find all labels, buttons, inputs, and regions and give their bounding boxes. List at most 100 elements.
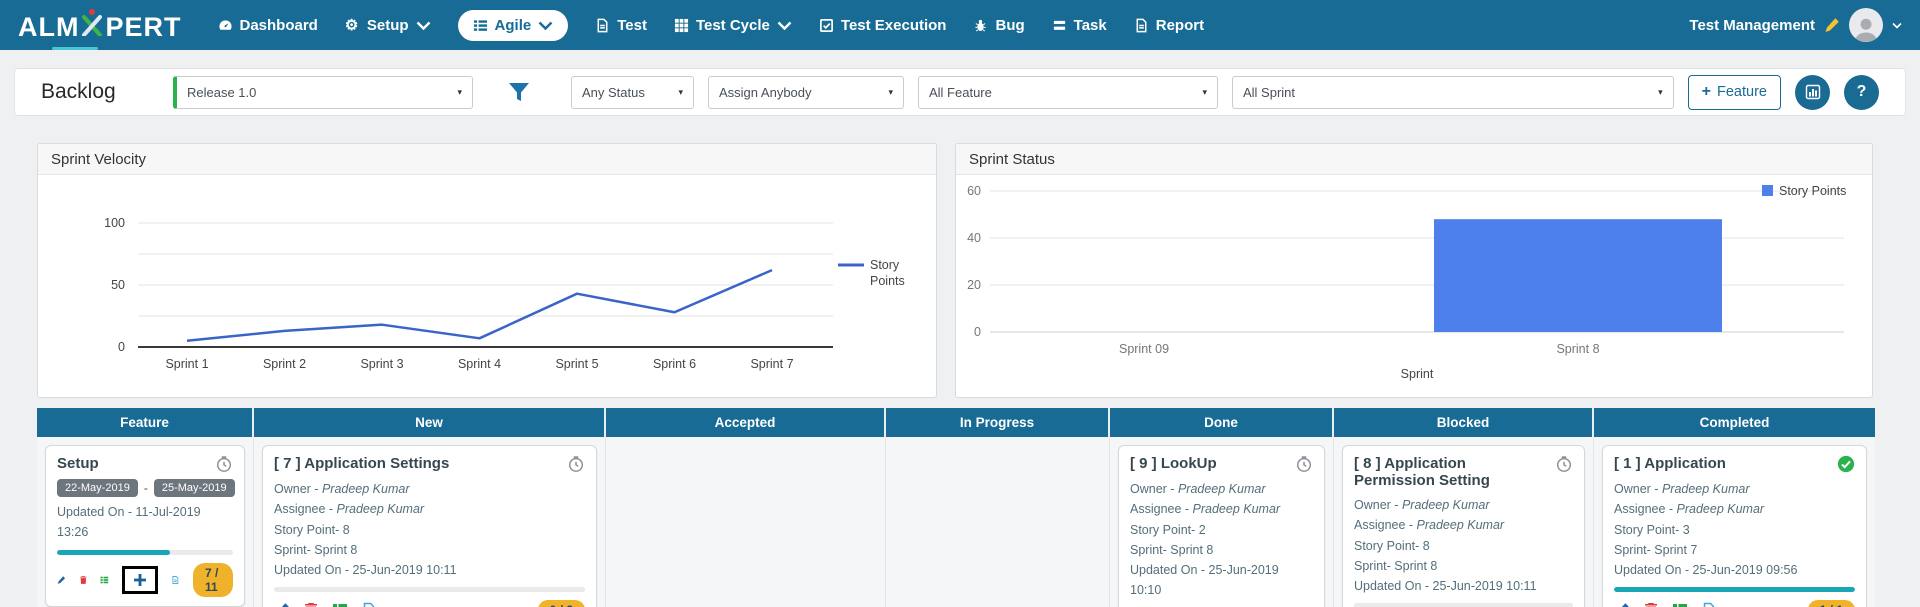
sprint-select-value: All Sprint xyxy=(1243,84,1296,100)
assignee-select-value: Assign Anybody xyxy=(719,84,812,100)
column-new: [ 7 ] Application Settings Owner - Prade… xyxy=(254,437,606,607)
report-icon xyxy=(1136,18,1147,32)
delete-icon[interactable] xyxy=(303,602,319,607)
story-card-application-settings[interactable]: [ 7 ] Application Settings Owner - Prade… xyxy=(262,445,597,607)
clock-icon xyxy=(568,456,584,472)
column-header-in-progress[interactable]: In Progress xyxy=(886,408,1110,437)
updated-on: Updated On - 25-Jun-2019 10:11 xyxy=(274,563,457,577)
status-select[interactable]: Any Status ▾ xyxy=(571,75,694,109)
sprint-status-title: Sprint Status xyxy=(956,144,1872,175)
delete-icon[interactable] xyxy=(79,572,88,588)
check-square-icon xyxy=(819,18,833,32)
kanban-board: Setup 22-May-2019 - 25-May-2019 Updated … xyxy=(37,437,1875,607)
chevron-down-icon[interactable] xyxy=(1892,22,1902,29)
nav-label: Test Execution xyxy=(840,16,947,34)
avatar[interactable] xyxy=(1849,8,1883,42)
document-icon[interactable] xyxy=(171,572,180,588)
feature-card-setup[interactable]: Setup 22-May-2019 - 25-May-2019 Updated … xyxy=(45,445,245,607)
story-point-line: Story Point- 8 xyxy=(1354,538,1430,553)
nav-setup[interactable]: ⚙ Setup xyxy=(345,17,431,34)
column-header-done[interactable]: Done xyxy=(1110,408,1334,437)
svg-text:Story: Story xyxy=(870,258,900,272)
add-feature-label: Feature xyxy=(1717,84,1767,100)
select-caret-icon: ▾ xyxy=(1202,86,1207,97)
column-in-progress xyxy=(886,437,1110,607)
svg-text:40: 40 xyxy=(967,231,981,245)
story-card-title: [ 7 ] Application Settings xyxy=(274,455,450,472)
page-title: Backlog xyxy=(41,80,116,103)
add-feature-button[interactable]: + Feature xyxy=(1687,74,1781,110)
nav-test-cycle[interactable]: Test Cycle xyxy=(674,17,792,34)
nav-dashboard[interactable]: Dashboard xyxy=(218,17,318,34)
edit-icon[interactable] xyxy=(1614,602,1630,607)
column-header-completed[interactable]: Completed xyxy=(1594,408,1875,437)
stories-list-icon[interactable] xyxy=(100,572,109,588)
document-icon[interactable] xyxy=(1701,602,1717,607)
nav-task[interactable]: Task xyxy=(1052,17,1107,34)
app-logo[interactable]: ALM PERT xyxy=(18,8,182,50)
svg-text:Sprint: Sprint xyxy=(1401,367,1434,381)
nav-test-execution[interactable]: Test Execution xyxy=(819,16,947,34)
file-icon xyxy=(597,18,608,32)
chevron-down-icon xyxy=(777,21,792,30)
feature-select[interactable]: All Feature ▾ xyxy=(918,75,1218,109)
progress-bar xyxy=(1354,603,1573,607)
updated-on: Updated On - 25-Jun-2019 10:11 xyxy=(1354,579,1537,593)
svg-text:Sprint 8: Sprint 8 xyxy=(1556,342,1599,356)
svg-text:Sprint 5: Sprint 5 xyxy=(555,357,598,371)
plus-icon: + xyxy=(1701,83,1712,100)
svg-text:50: 50 xyxy=(111,278,125,292)
date-separator: - xyxy=(143,481,148,495)
story-card-application[interactable]: [ 1 ] Application Owner - Pradeep Kumar … xyxy=(1602,445,1867,607)
owner-line: Owner - Pradeep Kumar xyxy=(1354,498,1490,512)
delete-icon[interactable] xyxy=(1643,602,1659,607)
dashboard-icon xyxy=(218,19,232,30)
story-point-line: Story Point- 3 xyxy=(1614,522,1690,537)
nav-label: Dashboard xyxy=(239,16,318,34)
story-card-title: [ 9 ] LookUp xyxy=(1130,455,1217,472)
clock-icon xyxy=(216,456,232,472)
nav-test[interactable]: Test xyxy=(595,17,647,34)
chevron-down-icon xyxy=(538,21,553,30)
nav-bug[interactable]: Bug xyxy=(973,16,1025,34)
top-navbar: ALM PERT Dashboard ⚙ Setup Agile Test Tes… xyxy=(0,0,1920,50)
tasks-list-icon[interactable] xyxy=(1672,602,1688,607)
chart-button[interactable] xyxy=(1795,74,1830,110)
release-select[interactable]: Release 1.0 ▾ xyxy=(173,75,473,109)
svg-text:20: 20 xyxy=(967,278,981,292)
logo-pert: PERT xyxy=(105,11,182,42)
nav-agile[interactable]: Agile xyxy=(457,9,569,41)
sprint-status-chart: 0 20 40 60 Sprint 09 Sprint 8 Sprint Story Poin… xyxy=(967,184,1846,381)
story-card-application-permission-setting[interactable]: [ 8 ] Application Permission Setting Own… xyxy=(1342,445,1585,607)
nav-label: Bug xyxy=(995,16,1025,34)
count-badge: 1 / 1 xyxy=(1807,600,1855,607)
column-header-new[interactable]: New xyxy=(254,408,606,437)
assignee-line: Assignee - Pradeep Kumar xyxy=(1614,502,1765,517)
document-icon[interactable] xyxy=(361,602,377,607)
edit-icon[interactable] xyxy=(274,602,290,607)
add-story-icon[interactable] xyxy=(132,572,148,588)
sprint-velocity-chart: 0 50 100 Sprint 1 Sprint 2 Sprint 3 Sprint 4 Sp… xyxy=(104,216,905,371)
select-caret-icon: ▾ xyxy=(457,86,462,97)
help-button[interactable]: ? xyxy=(1844,74,1879,110)
column-header-feature[interactable]: Feature xyxy=(37,408,254,437)
owner-line: Owner - Pradeep Kumar xyxy=(274,482,410,496)
svg-text:Sprint 2: Sprint 2 xyxy=(263,357,306,371)
filter-icon[interactable] xyxy=(507,80,531,104)
tasks-list-icon[interactable] xyxy=(332,602,348,607)
sprint-line: Sprint- Sprint 7 xyxy=(1614,542,1698,557)
nav-report[interactable]: Report xyxy=(1134,17,1204,34)
edit-workspace-icon[interactable] xyxy=(1824,17,1840,33)
column-header-accepted[interactable]: Accepted xyxy=(606,408,886,437)
edit-icon[interactable] xyxy=(57,572,66,588)
svg-text:0: 0 xyxy=(118,340,125,354)
sprint-velocity-title: Sprint Velocity xyxy=(38,144,936,175)
logo-x-icon xyxy=(82,8,103,36)
assignee-select[interactable]: Assign Anybody ▾ xyxy=(708,75,904,109)
nav-label: Task xyxy=(1073,16,1107,34)
sprint-select[interactable]: All Sprint ▾ xyxy=(1232,75,1674,109)
story-card-lookup[interactable]: [ 9 ] LookUp Owner - Pradeep Kumar Assig… xyxy=(1118,445,1325,607)
select-caret-icon: ▾ xyxy=(678,86,683,97)
column-completed: [ 1 ] Application Owner - Pradeep Kumar … xyxy=(1594,437,1875,607)
column-header-blocked[interactable]: Blocked xyxy=(1334,408,1594,437)
